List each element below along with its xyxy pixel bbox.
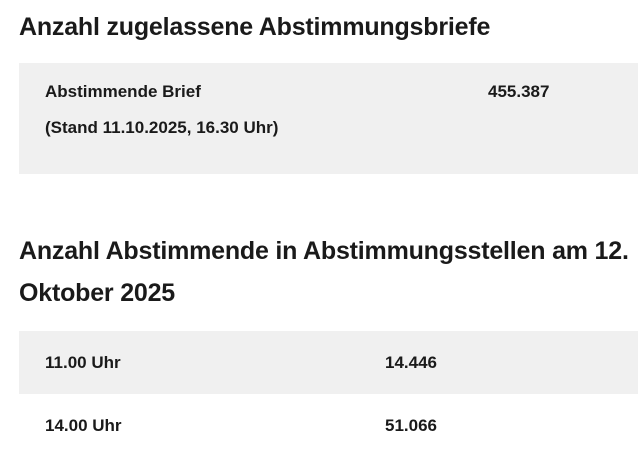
row-time: 11.00 Uhr	[45, 352, 121, 372]
row-count: 51.066	[385, 415, 437, 435]
table-row: 11.00 Uhr 14.446	[19, 331, 638, 394]
row-time: 14.00 Uhr	[45, 415, 122, 435]
row-count: 14.446	[385, 352, 437, 372]
letters-status-note: (Stand 11.10.2025, 16.30 Uhr)	[45, 118, 279, 137]
letters-label: Abstimmende Brief	[45, 82, 201, 101]
section-title-polling-stations: Anzahl Abstimmende in Abstimmungsstellen…	[19, 237, 629, 307]
letters-count-card: Abstimmende Brief 455.387 (Stand 11.10.2…	[19, 63, 638, 174]
letters-value: 455.387	[488, 82, 550, 101]
section-title-letters: Anzahl zugelassene Abstimmungsbriefe	[19, 13, 491, 41]
table-row: 14.00 Uhr 51.066	[19, 394, 638, 457]
